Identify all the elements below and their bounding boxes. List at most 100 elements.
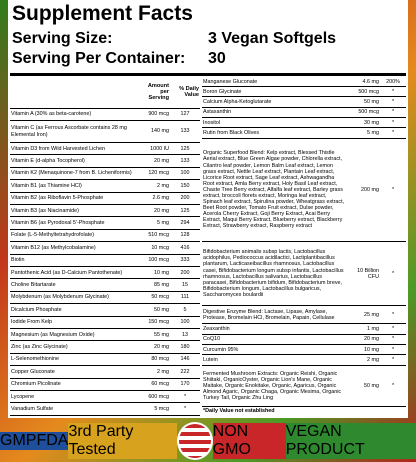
- cell: 1000 IU: [138, 142, 170, 156]
- row: Dicalcium Phosphate 50 mg 5: [10, 303, 200, 317]
- cell: Zinc (as Zinc Glycinate): [10, 340, 138, 354]
- serving-size-value: 3 Vegan Softgels: [208, 30, 337, 47]
- cell: 50 mg: [138, 303, 170, 317]
- cell: 900 mcg: [138, 108, 170, 122]
- cell: 100: [170, 316, 200, 329]
- cell: 200: [170, 266, 200, 280]
- cell: 13: [170, 328, 200, 342]
- row: Curcumin 95% 10 mg *: [202, 344, 406, 356]
- row: L-Selenomethionine 80 mcg 146: [10, 353, 200, 367]
- cell: Vitamin B12 (as Methylcobalamine): [10, 241, 138, 255]
- cell: 294: [170, 216, 200, 230]
- cell: Inositol: [202, 117, 346, 129]
- cell: Zeaxanthin: [202, 323, 346, 335]
- cell: 150: [170, 179, 200, 193]
- row: Vanadium Sulfate 5 mcg *: [10, 402, 200, 416]
- cell: 2 mg: [138, 365, 170, 379]
- cell: *: [380, 323, 406, 335]
- cell: Vitamin A (30% as beta-carotene): [10, 108, 138, 122]
- badge: VEGAN PRODUCT: [285, 423, 416, 459]
- cell: 20 mg: [138, 340, 170, 354]
- cell: *: [380, 117, 406, 129]
- cell: 2.6 mg: [138, 192, 170, 205]
- row: Molybdenum (as Molybdenum Glycinate) 50 m…: [10, 291, 200, 305]
- row: Lutein 2 mg *: [202, 354, 406, 366]
- footnote-row: *Daily Value not established: [202, 406, 406, 416]
- flag-badge: [176, 422, 213, 460]
- cell: Astaxanthin: [202, 107, 346, 119]
- row: Vitamin D3 from Wild Harvested Lichen 100…: [10, 142, 200, 156]
- cell: Vanadium Sulfate: [10, 402, 138, 416]
- cell: 127: [170, 108, 200, 122]
- cell: 50 mg: [346, 365, 380, 407]
- row: Vitamin K2 (Menaquinone-7 from B. Lichen…: [10, 167, 200, 181]
- table: Amount per Serving% Daily Value Vitamin A…: [10, 77, 200, 416]
- cell: Molybdenum (as Molybdenum Glycinate): [10, 291, 138, 305]
- badges: GMP FDA 3rd Party Tested NON GMO VEGAN PRODU…: [0, 420, 416, 462]
- cell: Lycopene: [10, 390, 138, 404]
- cell: 50 mg: [346, 96, 380, 108]
- row: Vitamin E (d-alpha Tocopherol) 20 mg 133: [10, 154, 200, 168]
- row: Vitamin B3 (as Niacinamide) 20 mg 125: [10, 204, 200, 218]
- cell: Vitamin K2 (Menaquinone-7 from B. Lichen…: [10, 167, 138, 181]
- cell: 120 mcg: [138, 167, 170, 181]
- servings-value: 30: [208, 50, 226, 67]
- cell: Vitamin B2 (as Riboflavin 5-Phosphate: [10, 192, 138, 205]
- column-header: Amount per Serving: [138, 77, 170, 109]
- row: Rutin from Black Olives 5 mg *: [202, 127, 406, 139]
- cell: 5 mg: [138, 216, 170, 230]
- cell: *: [380, 138, 406, 242]
- row: Zinc (as Zinc Glycinate) 20 mg 180: [10, 340, 200, 354]
- cell: Curcumin 95%: [202, 344, 346, 356]
- cell: 20 mg: [346, 334, 380, 345]
- badge: FDA: [36, 432, 69, 450]
- row: Digestive Enzyme Blend: Lactase, Lipase,…: [202, 305, 406, 325]
- row: Vitamin C (as Ferrous Ascorbate contains…: [10, 120, 200, 143]
- cell: *: [380, 365, 406, 407]
- cell: 170: [170, 378, 200, 392]
- cell: 180: [170, 340, 200, 354]
- cell: CoQ10: [202, 334, 346, 345]
- right-table: Manganese Gluconate 4.6 mg 200% Boron Glyci…: [202, 77, 406, 416]
- row: Vitamin B12 (as Methylcobalamine) 10 mcg 4…: [10, 241, 200, 255]
- row: Chromium Picolinate 60 mcg 170: [10, 378, 200, 392]
- row: Boron Glycinate 500 mcg *: [202, 86, 406, 98]
- serving-size-label: Serving Size:: [12, 30, 113, 47]
- cell: Folate (L-5-Methyltetrahydrofolate): [10, 229, 138, 243]
- row: Lycopene 600 mcg *: [10, 390, 200, 404]
- cell: 133: [170, 120, 200, 143]
- cell: *: [380, 127, 406, 139]
- footnote: *Daily Value not established: [203, 408, 275, 415]
- cell: 55 mg: [138, 328, 170, 342]
- row: Iodide From Kelp 150 mcg 100: [10, 316, 200, 329]
- cell: 10 mcg: [138, 241, 170, 255]
- cell: Calcium Alpha-Ketoglutarate: [202, 96, 346, 108]
- servings-label: Serving Per Container:: [12, 50, 186, 67]
- cell: 30 mg: [346, 117, 380, 129]
- cell: 500 mcg: [346, 107, 380, 119]
- cell: 133: [170, 154, 200, 168]
- cell: 20 mg: [138, 154, 170, 168]
- badge: GMP: [0, 432, 37, 450]
- cell: *: [380, 107, 406, 119]
- cell: *: [380, 344, 406, 356]
- cell: 111: [170, 291, 200, 305]
- cell: *: [170, 402, 200, 416]
- cell: 85 mg: [138, 278, 170, 292]
- cell: 146: [170, 353, 200, 367]
- cell: Organic Superfood Blend: Kelp extract, B…: [202, 138, 346, 242]
- cell: 100: [170, 167, 200, 181]
- cell: *: [380, 241, 406, 307]
- cell: 25 mg: [346, 305, 380, 325]
- cell: 150 mcg: [138, 316, 170, 329]
- cell: Vitamin B3 (as Niacinamide): [10, 204, 138, 218]
- row: Vitamin B2 (as Riboflavin 5-Phosphate 2.6…: [10, 192, 200, 205]
- row: Choline Bitartarate 85 mg 15: [10, 278, 200, 292]
- cell: 125: [170, 142, 200, 156]
- cell: Chromium Picolinate: [10, 378, 138, 392]
- cell: Choline Bitartarate: [10, 278, 138, 292]
- header-row: Amount per Serving% Daily Value: [10, 77, 200, 109]
- rule: [10, 73, 406, 76]
- cell: Magnesium (as Magnesium Oxide): [10, 328, 138, 342]
